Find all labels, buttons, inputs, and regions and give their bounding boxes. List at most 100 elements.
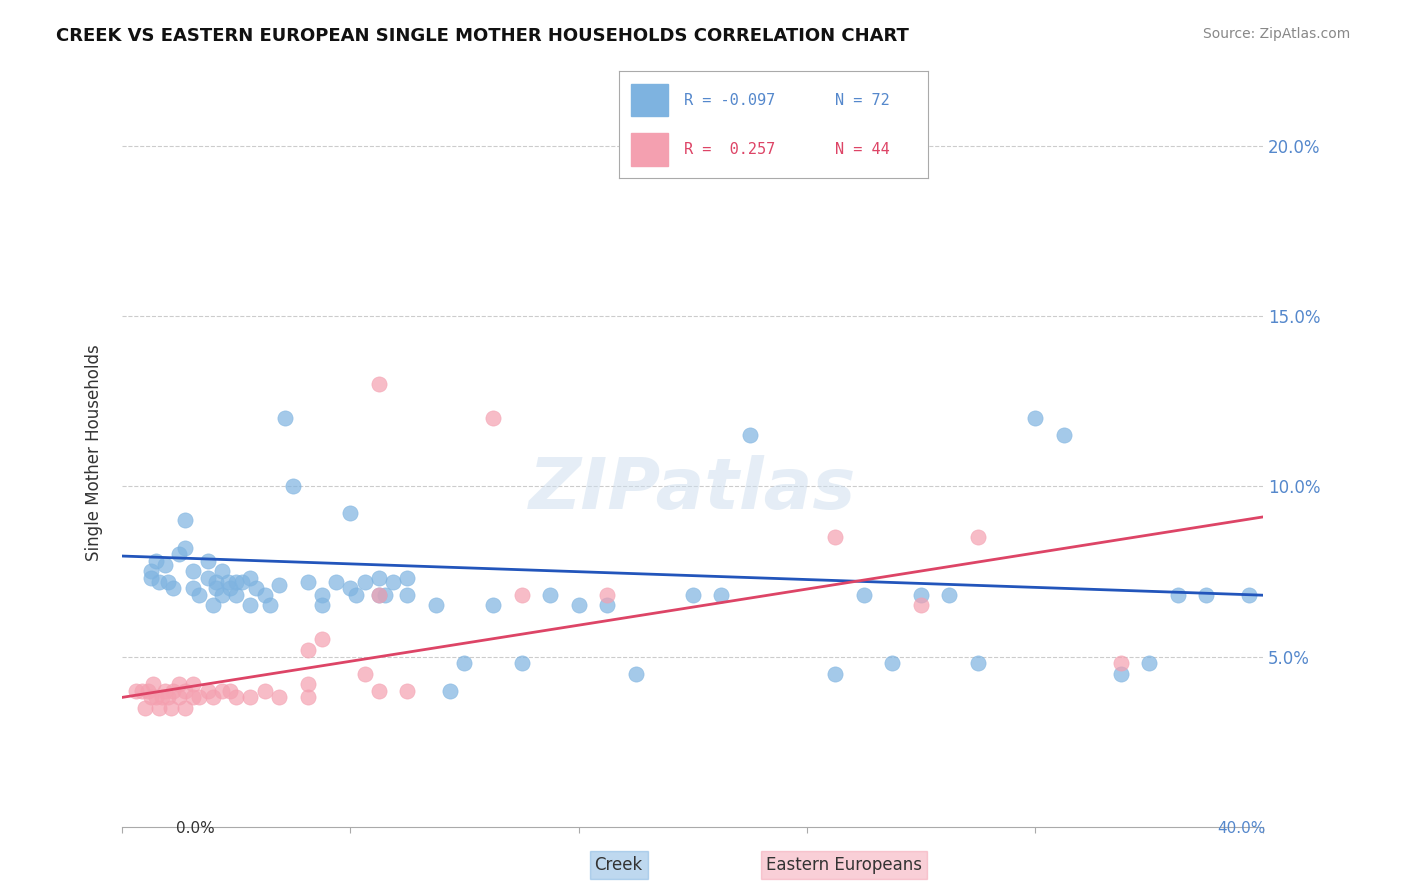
Point: [156, 574, 179, 589]
Point: [197, 683, 219, 698]
Point: [159, 700, 181, 714]
Point: [482, 599, 505, 613]
Point: [1137, 657, 1160, 671]
Point: [596, 599, 619, 613]
Point: [367, 588, 389, 602]
Point: [259, 599, 281, 613]
Point: [142, 677, 165, 691]
Point: [567, 599, 589, 613]
Point: [145, 554, 167, 568]
Point: [225, 588, 247, 602]
Point: [211, 683, 233, 698]
Point: [367, 683, 389, 698]
Point: [167, 690, 190, 705]
Point: [239, 690, 262, 705]
Point: [245, 582, 267, 596]
Point: [148, 574, 170, 589]
Point: [202, 690, 225, 705]
Point: [231, 574, 253, 589]
Point: [396, 683, 419, 698]
Point: [205, 582, 228, 596]
Text: N = 44: N = 44: [835, 142, 890, 157]
Point: [1109, 666, 1132, 681]
Point: [710, 588, 733, 602]
Point: [153, 683, 176, 698]
Point: [1109, 657, 1132, 671]
Point: [738, 428, 761, 442]
Point: [183, 582, 205, 596]
Point: [852, 588, 875, 602]
Point: [202, 599, 225, 613]
Point: [167, 547, 190, 561]
Point: [139, 571, 162, 585]
Point: [596, 588, 619, 602]
Point: [396, 588, 419, 602]
Point: [183, 690, 205, 705]
Point: [910, 588, 932, 602]
Point: [211, 588, 233, 602]
Point: [1052, 428, 1074, 442]
Point: [173, 683, 195, 698]
Point: [382, 574, 405, 589]
Point: [283, 479, 305, 493]
Point: [910, 599, 932, 613]
Text: N = 72: N = 72: [835, 93, 890, 108]
Point: [367, 377, 389, 392]
Point: [311, 599, 333, 613]
Point: [145, 690, 167, 705]
Point: [225, 690, 247, 705]
Point: [824, 530, 846, 544]
Bar: [631, 134, 668, 166]
Point: [267, 690, 290, 705]
Point: [267, 578, 290, 592]
Text: Source: ZipAtlas.com: Source: ZipAtlas.com: [1202, 27, 1350, 41]
Point: [624, 666, 647, 681]
Point: [173, 513, 195, 527]
Point: [205, 574, 228, 589]
Point: [297, 642, 319, 657]
Point: [367, 571, 389, 585]
Text: Creek: Creek: [595, 855, 643, 873]
Point: [425, 599, 447, 613]
Point: [453, 657, 475, 671]
Bar: [631, 84, 668, 116]
Point: [339, 582, 361, 596]
Point: [139, 565, 162, 579]
Point: [197, 554, 219, 568]
Point: [882, 657, 904, 671]
Point: [188, 588, 211, 602]
Text: ZIPatlas: ZIPatlas: [529, 455, 856, 524]
Point: [183, 677, 205, 691]
Point: [1195, 588, 1218, 602]
Point: [148, 700, 170, 714]
Point: [253, 588, 276, 602]
Point: [297, 690, 319, 705]
Point: [153, 558, 176, 572]
Point: [297, 574, 319, 589]
Y-axis label: Single Mother Households: Single Mother Households: [86, 343, 103, 560]
Point: [510, 657, 533, 671]
Point: [183, 565, 205, 579]
Point: [211, 565, 233, 579]
Point: [239, 571, 262, 585]
Point: [167, 677, 190, 691]
Point: [131, 683, 153, 698]
Point: [253, 683, 276, 698]
Point: [311, 588, 333, 602]
Point: [156, 690, 179, 705]
Text: Eastern Europeans: Eastern Europeans: [766, 855, 921, 873]
Point: [1167, 588, 1189, 602]
Point: [219, 683, 242, 698]
Point: [482, 411, 505, 425]
Point: [197, 571, 219, 585]
Text: R = -0.097: R = -0.097: [683, 93, 775, 108]
Point: [188, 690, 211, 705]
Point: [510, 588, 533, 602]
Point: [162, 582, 184, 596]
Point: [239, 599, 262, 613]
Point: [396, 571, 419, 585]
Point: [967, 657, 990, 671]
Point: [374, 588, 396, 602]
Point: [219, 582, 242, 596]
Point: [538, 588, 561, 602]
